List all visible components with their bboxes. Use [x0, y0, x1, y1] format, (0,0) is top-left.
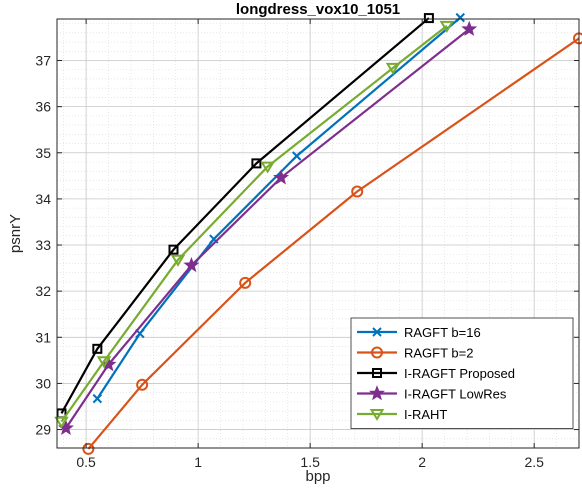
plot-frame — [56, 18, 580, 449]
data-point — [136, 378, 149, 391]
x-tick-label: 0.5 — [76, 454, 96, 470]
data-point — [455, 12, 465, 23]
y-tick-label: 30 — [35, 375, 51, 391]
data-point — [183, 256, 200, 273]
legend-entry: I-RAHT — [357, 407, 447, 422]
data-point — [273, 169, 290, 185]
x-tick-label: 2.5 — [524, 454, 544, 470]
series-5 — [54, 20, 455, 429]
y-tick-label: 33 — [35, 237, 51, 253]
series-3 — [56, 13, 434, 419]
data-point-stroke — [209, 234, 219, 244]
legend-marker — [372, 327, 382, 337]
x-axis-label: bpp — [305, 468, 330, 485]
data-point — [385, 62, 401, 75]
data-point — [251, 158, 262, 169]
data-point — [439, 20, 455, 33]
legend-label: I-RAGFT LowRes — [404, 387, 507, 402]
x-tick-labels: 0.5 1 1.5 2 2.5 — [76, 454, 544, 470]
data-point-stroke — [455, 12, 465, 23]
data-point — [168, 244, 179, 255]
series-4 — [57, 20, 478, 435]
data-point — [239, 276, 252, 289]
y-tick-label: 29 — [35, 422, 51, 438]
legend-marker — [372, 368, 382, 378]
data-point-stroke — [92, 393, 103, 404]
data-point-stroke — [292, 151, 302, 161]
series-line — [60, 25, 448, 423]
legend-entry: RAGFT b=16 — [357, 325, 481, 340]
y-tick-labels: 29 30 31 32 33 34 35 36 37 — [35, 53, 51, 438]
y-tick-label: 36 — [35, 99, 51, 115]
legend-entry: I-RAGFT Proposed — [357, 366, 515, 381]
legend-label: RAGFT b=2 — [404, 346, 473, 361]
legend-entry: RAGFT b=2 — [357, 346, 473, 361]
series-layer — [54, 12, 582, 455]
legend-marker — [369, 385, 385, 401]
data-point — [260, 161, 275, 174]
axis-ticks — [57, 19, 579, 448]
legend-marker — [371, 346, 383, 359]
legend: RAGFT b=16 RAGFT b=2 I-RAGFT Proposed I-RAG… — [350, 317, 574, 429]
legend-label: I-RAGFT Proposed — [404, 366, 515, 381]
data-point — [170, 254, 186, 267]
y-tick-label: 32 — [35, 283, 51, 299]
legend-label: RAGFT b=16 — [404, 325, 481, 340]
data-point — [423, 13, 434, 24]
x-tick-label: 1 — [194, 454, 202, 470]
legend-marker-stroke — [372, 327, 382, 337]
y-tick-label: 37 — [35, 53, 51, 69]
series-line — [87, 37, 580, 450]
data-point — [82, 442, 95, 455]
data-point — [461, 20, 478, 36]
legend-label: I-RAHT — [404, 407, 447, 422]
y-tick-label: 34 — [35, 191, 51, 207]
data-point — [92, 393, 103, 404]
data-point — [54, 416, 69, 429]
data-point — [96, 356, 112, 369]
chart-title: longdress_vox10_1051 — [236, 1, 400, 18]
legend-entry: I-RAGFT LowRes — [357, 385, 507, 402]
x-tick-label: 1.5 — [300, 454, 320, 470]
legend-marker — [369, 409, 385, 421]
data-point-stroke — [135, 328, 145, 339]
series-line — [60, 17, 430, 414]
data-point — [92, 343, 103, 354]
y-tick-label: 31 — [35, 329, 51, 345]
y-axis-label: psnrY — [7, 214, 24, 253]
x-tick-label: 2 — [418, 454, 426, 470]
y-tick-label: 35 — [35, 145, 51, 161]
data-point — [292, 151, 302, 161]
data-point — [351, 185, 364, 198]
